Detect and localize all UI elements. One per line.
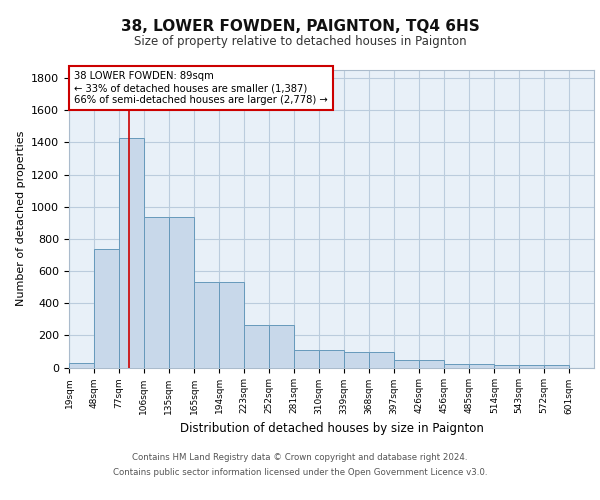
Text: Contains HM Land Registry data © Crown copyright and database right 2024.: Contains HM Land Registry data © Crown c…: [132, 453, 468, 462]
Text: Contains public sector information licensed under the Open Government Licence v3: Contains public sector information licen…: [113, 468, 487, 477]
Y-axis label: Number of detached properties: Number of detached properties: [16, 131, 26, 306]
Bar: [469, 364, 494, 368]
Bar: [445, 364, 469, 368]
Text: Size of property relative to detached houses in Paignton: Size of property relative to detached ho…: [134, 35, 466, 48]
X-axis label: Distribution of detached houses by size in Paignton: Distribution of detached houses by size …: [179, 422, 484, 435]
Bar: [220, 282, 244, 368]
Bar: [94, 248, 119, 368]
Bar: [244, 325, 269, 368]
Bar: [69, 364, 94, 368]
Bar: [419, 360, 445, 368]
Bar: [294, 350, 319, 368]
Bar: [369, 352, 394, 368]
Text: 38, LOWER FOWDEN, PAIGNTON, TQ4 6HS: 38, LOWER FOWDEN, PAIGNTON, TQ4 6HS: [121, 19, 479, 34]
Bar: [119, 138, 144, 368]
Bar: [494, 365, 519, 368]
Bar: [144, 217, 169, 368]
Bar: [194, 282, 220, 368]
Bar: [319, 350, 344, 368]
Bar: [544, 365, 569, 368]
Text: 38 LOWER FOWDEN: 89sqm
← 33% of detached houses are smaller (1,387)
66% of semi-: 38 LOWER FOWDEN: 89sqm ← 33% of detached…: [74, 72, 328, 104]
Bar: [394, 360, 419, 368]
Bar: [344, 352, 369, 368]
Bar: [169, 217, 194, 368]
Bar: [269, 325, 294, 368]
Bar: [519, 365, 544, 368]
